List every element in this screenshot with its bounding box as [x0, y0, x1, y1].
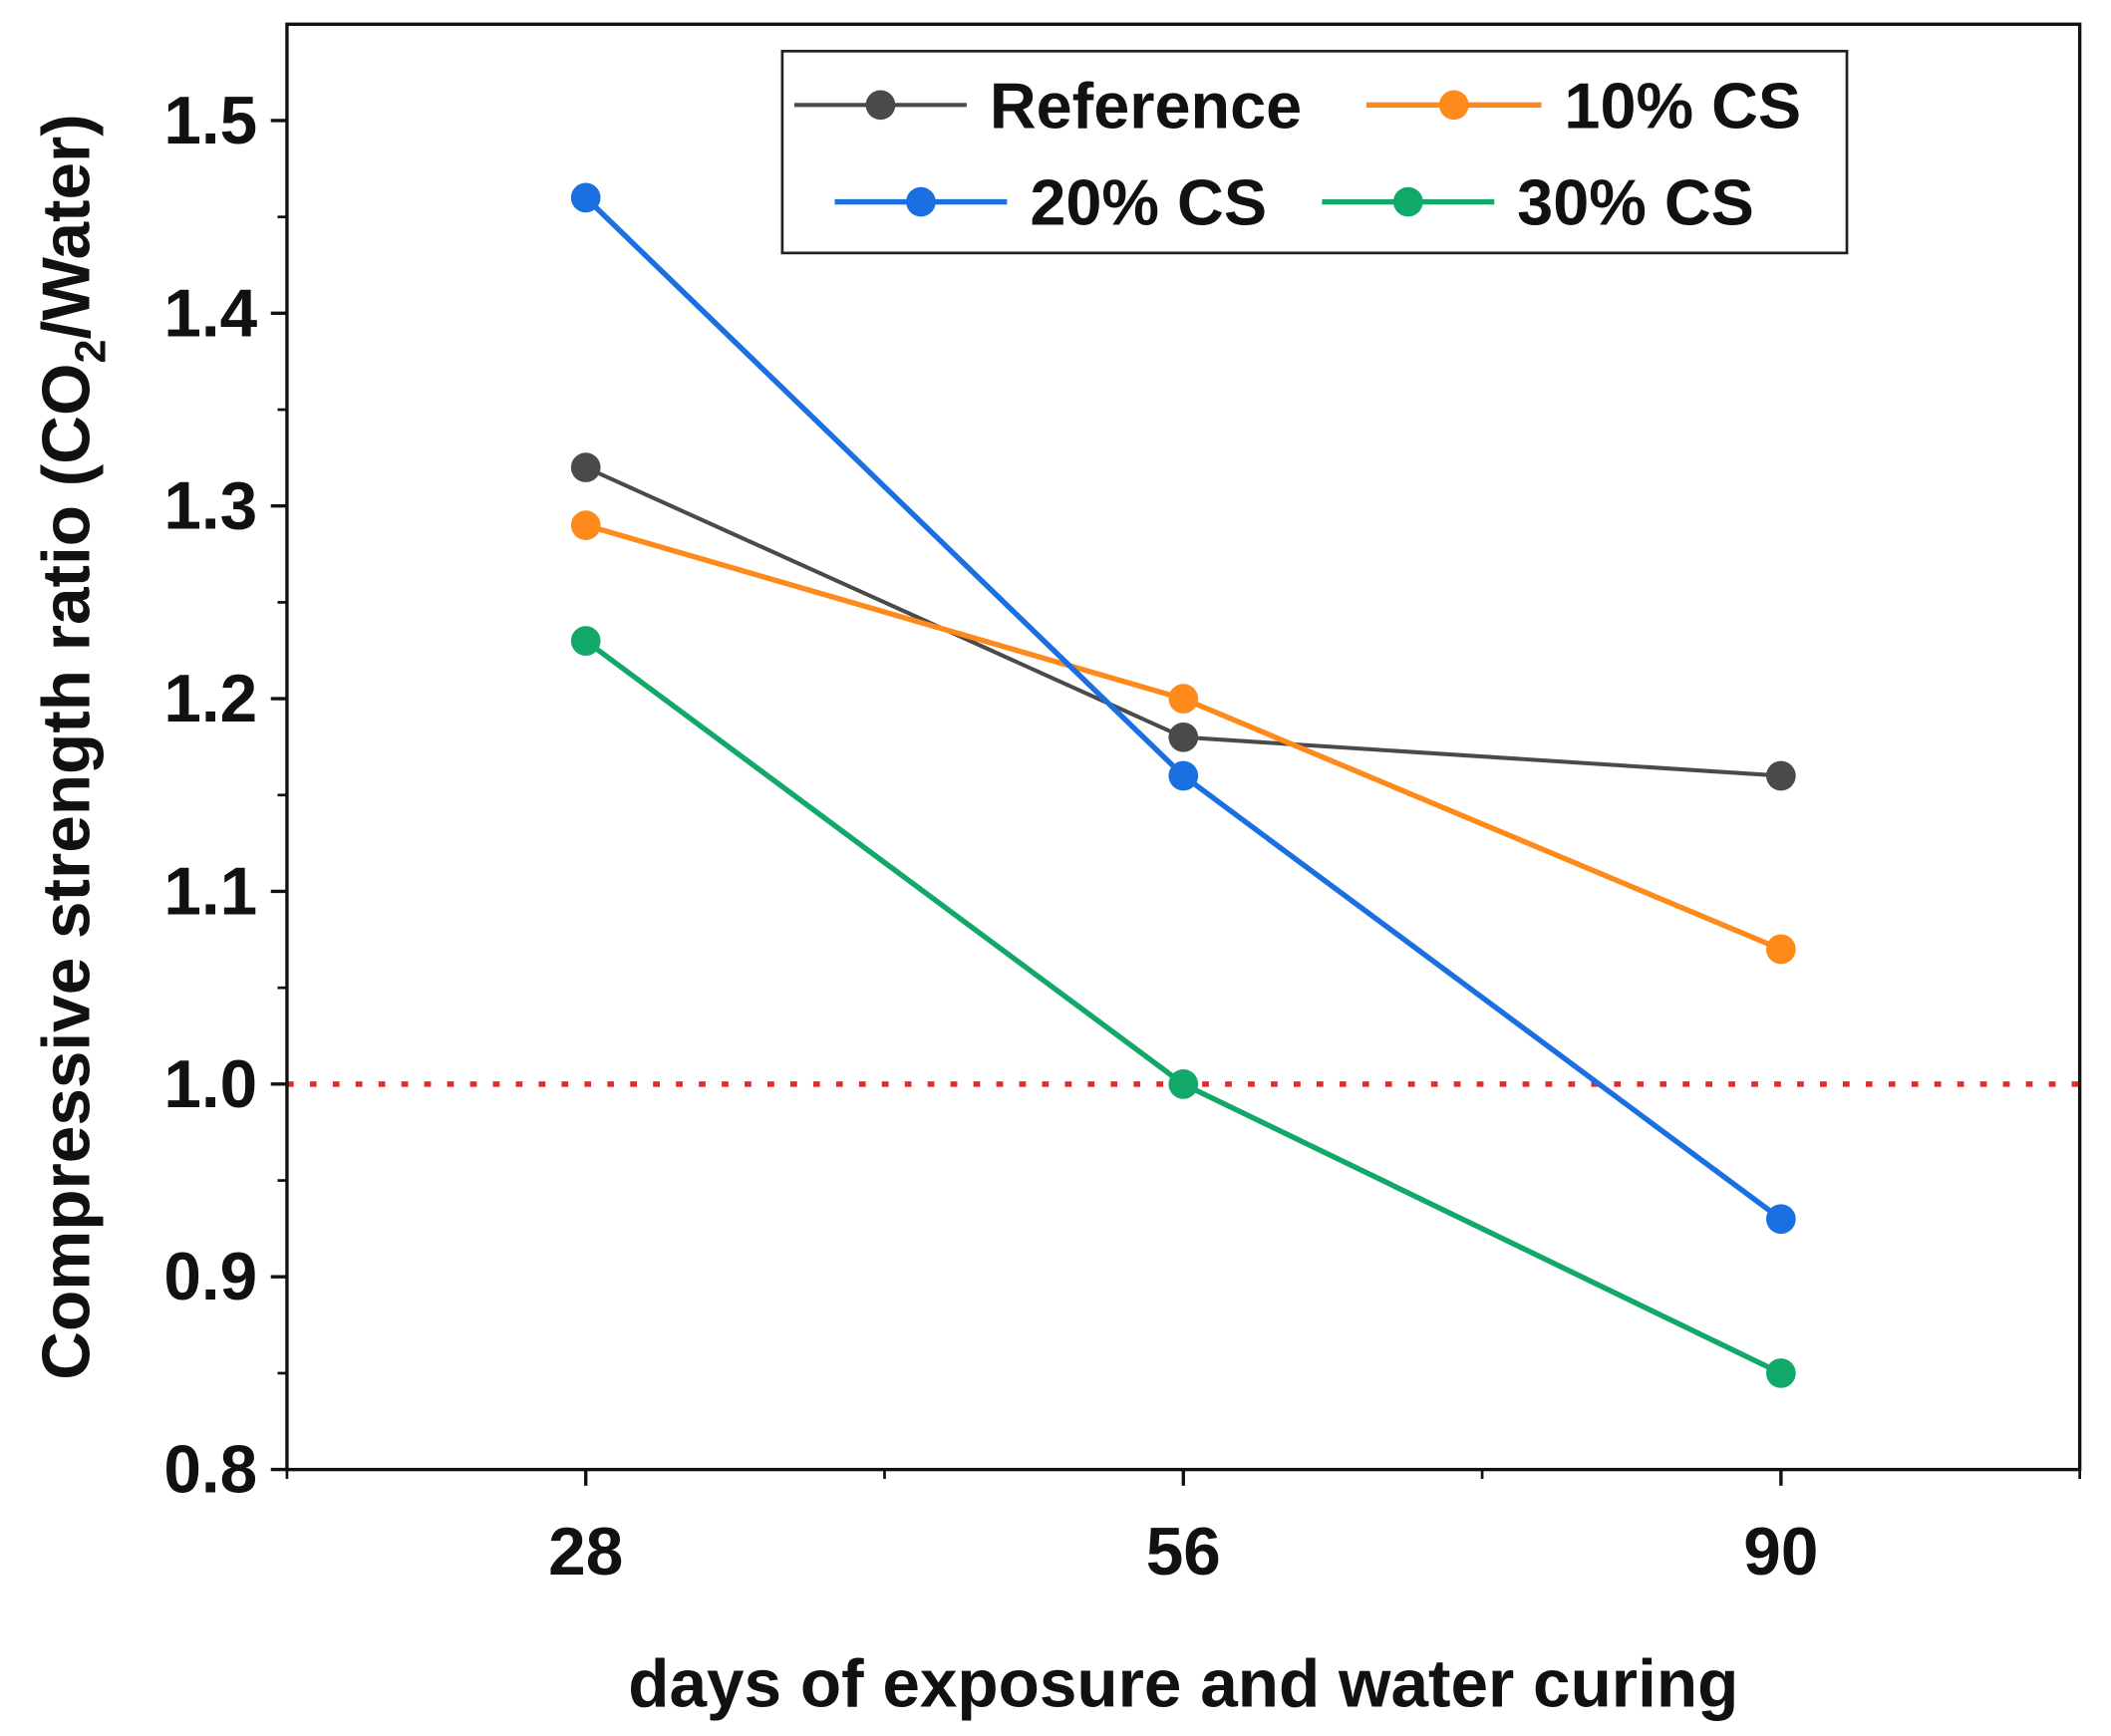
data-point: [1168, 1069, 1199, 1099]
legend-label: 20% CS: [1030, 166, 1267, 239]
data-point: [570, 182, 601, 213]
legend-marker: [865, 90, 896, 121]
y-tick-label: 1.3: [163, 469, 257, 544]
legend-label: 10% CS: [1564, 69, 1801, 142]
legend-item: 10% CS: [1365, 69, 1801, 142]
data-point: [1168, 722, 1199, 752]
legend-box: [780, 49, 1849, 255]
y-tick-label: 1.1: [163, 854, 257, 929]
series-30-cs: [570, 626, 1796, 1388]
legend-marker: [1392, 186, 1423, 217]
y-tick-label: 0.9: [163, 1240, 257, 1314]
data-point: [1766, 934, 1796, 965]
legend-marker: [1438, 90, 1469, 121]
y-tick-label: 0.8: [163, 1433, 257, 1508]
series-reference: [570, 452, 1796, 791]
legend-item: Reference: [794, 69, 1302, 142]
x-tick-label: 56: [1146, 1515, 1221, 1590]
y-tick-label: 1.4: [163, 276, 257, 351]
x-axis-label: days of exposure and water curing: [628, 1646, 1738, 1721]
y-tick-label: 1.5: [163, 84, 257, 158]
legend-label: Reference: [990, 69, 1302, 142]
data-point: [570, 510, 601, 540]
x-tick-label: 28: [548, 1515, 623, 1590]
data-point: [570, 452, 601, 482]
legend-item: 30% CS: [1322, 166, 1754, 239]
data-point: [1168, 684, 1199, 714]
legend-label: 30% CS: [1517, 166, 1754, 239]
y-tick-label: 1.0: [163, 1047, 257, 1122]
x-tick-label: 90: [1743, 1515, 1818, 1590]
data-point: [1766, 1204, 1796, 1235]
y-axis-label: Compressive strength ratio (CO2/Water): [29, 114, 115, 1380]
data-point: [1168, 760, 1199, 791]
series-20-cs: [570, 182, 1796, 1235]
y-tick-label: 1.2: [163, 662, 257, 736]
legend: Reference 10% CS 20% CS 30% CS: [780, 49, 1849, 255]
legend-item: 20% CS: [834, 166, 1267, 239]
series-10-cs: [570, 510, 1796, 965]
data-point: [1766, 760, 1796, 791]
legend-marker: [906, 186, 936, 217]
data-point: [1766, 1358, 1796, 1388]
data-point: [570, 626, 601, 656]
